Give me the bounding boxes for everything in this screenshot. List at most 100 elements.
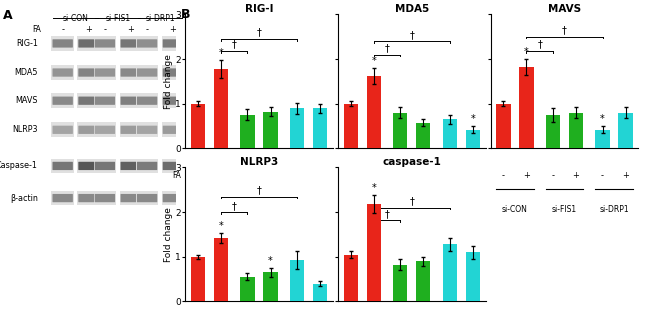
Text: FA: FA [32,25,41,34]
Text: si-DRP1: si-DRP1 [447,204,476,214]
Text: †: † [232,201,237,211]
FancyBboxPatch shape [162,97,183,105]
FancyBboxPatch shape [162,93,184,108]
FancyBboxPatch shape [120,68,141,77]
Text: †: † [385,43,389,53]
FancyBboxPatch shape [162,162,183,170]
FancyBboxPatch shape [78,194,99,202]
Text: si-FIS1: si-FIS1 [552,204,577,214]
Text: Caspase-1: Caspase-1 [0,161,38,170]
FancyBboxPatch shape [53,97,73,105]
Bar [546,115,560,148]
Text: MDA5: MDA5 [14,68,38,77]
FancyBboxPatch shape [120,194,141,202]
Bar [344,255,358,301]
Text: si-FIS1: si-FIS1 [246,204,272,214]
Text: †: † [410,196,414,206]
Text: si-CON: si-CON [196,204,222,214]
FancyBboxPatch shape [51,122,74,137]
Text: si-CON: si-CON [349,204,375,214]
FancyBboxPatch shape [162,159,184,173]
FancyBboxPatch shape [51,36,74,51]
Text: *: * [471,114,475,124]
Text: -: - [196,171,200,180]
Bar [367,76,381,148]
FancyBboxPatch shape [94,159,116,173]
Text: †: † [410,30,414,40]
Bar [214,69,228,148]
FancyBboxPatch shape [162,36,184,51]
Text: +: + [85,25,92,34]
FancyBboxPatch shape [53,194,73,202]
Text: +: + [622,171,629,180]
Text: -: - [349,171,352,180]
FancyBboxPatch shape [94,65,116,80]
Text: †: † [385,209,389,219]
Bar [240,277,255,301]
FancyBboxPatch shape [120,159,142,173]
Bar [465,252,480,301]
Text: -: - [246,171,249,180]
Text: -: - [601,171,604,180]
Bar [443,244,457,301]
FancyBboxPatch shape [53,68,73,77]
Y-axis label: Fold change: Fold change [164,54,172,109]
FancyBboxPatch shape [95,162,115,170]
FancyBboxPatch shape [120,39,141,48]
FancyBboxPatch shape [95,194,115,202]
Text: †: † [538,40,542,50]
FancyBboxPatch shape [77,159,99,173]
Bar [416,261,430,301]
FancyBboxPatch shape [162,191,184,205]
Text: β-actin: β-actin [10,194,38,203]
FancyBboxPatch shape [78,126,99,134]
FancyBboxPatch shape [136,65,159,80]
Bar [263,112,278,148]
Text: †: † [562,25,567,35]
FancyBboxPatch shape [120,126,141,134]
Bar [393,265,408,301]
Text: FA: FA [477,171,486,180]
Text: -: - [296,171,298,180]
Text: *: * [268,256,273,266]
FancyBboxPatch shape [77,122,99,137]
Text: FA: FA [172,171,181,180]
FancyBboxPatch shape [136,191,159,205]
FancyBboxPatch shape [94,93,116,108]
FancyBboxPatch shape [78,39,99,48]
FancyBboxPatch shape [137,39,157,48]
FancyBboxPatch shape [77,191,99,205]
Text: FA: FA [324,171,333,180]
Title: caspase-1: caspase-1 [382,157,441,167]
FancyBboxPatch shape [51,65,74,80]
Bar [290,108,304,148]
Text: -: - [448,171,451,180]
Bar [290,260,304,301]
Bar [214,238,228,301]
Text: NLRP3: NLRP3 [12,125,38,134]
FancyBboxPatch shape [136,36,159,51]
Text: -: - [502,171,505,180]
FancyBboxPatch shape [51,159,74,173]
Text: *: * [218,48,224,58]
Text: si-FIS1: si-FIS1 [399,204,424,214]
Bar [191,104,205,148]
FancyBboxPatch shape [95,68,115,77]
FancyBboxPatch shape [94,36,116,51]
Y-axis label: Fold change: Fold change [164,207,172,262]
FancyBboxPatch shape [94,122,116,137]
Bar [393,113,408,148]
Bar [618,113,632,148]
Bar [519,67,534,148]
Text: MAVS: MAVS [15,96,38,105]
FancyBboxPatch shape [137,194,157,202]
FancyBboxPatch shape [136,93,159,108]
Title: RIG-I: RIG-I [245,4,273,14]
FancyBboxPatch shape [136,122,159,137]
Title: NLRP3: NLRP3 [240,157,278,167]
FancyBboxPatch shape [162,65,184,80]
Bar [367,204,381,301]
Text: +: + [127,25,134,34]
Text: +: + [469,171,476,180]
Bar [263,272,278,301]
